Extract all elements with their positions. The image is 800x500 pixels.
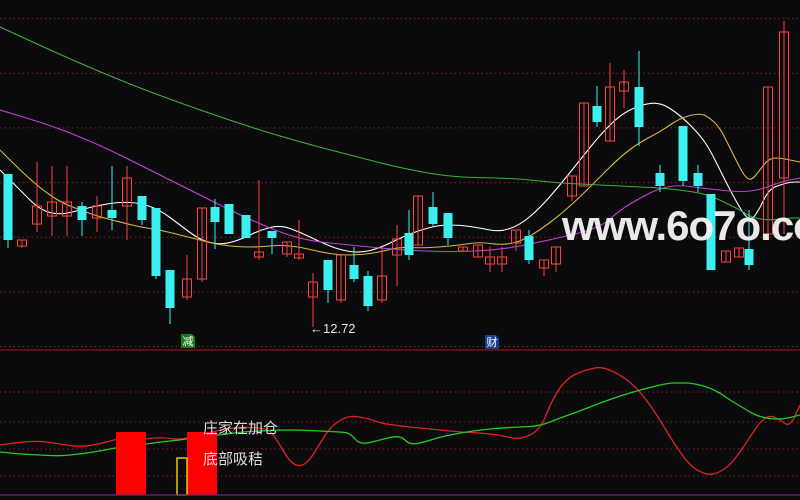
svg-text:财: 财 — [487, 335, 498, 349]
svg-text:庄家在加仓: 庄家在加仓 — [203, 419, 278, 437]
svg-text:减: 减 — [183, 335, 194, 348]
svg-text:←12.72: ←12.72 — [310, 321, 356, 336]
svg-text:www.6o7o.com: www.6o7o.com — [561, 202, 800, 249]
svg-text:底部吸秸: 底部吸秸 — [203, 451, 263, 468]
